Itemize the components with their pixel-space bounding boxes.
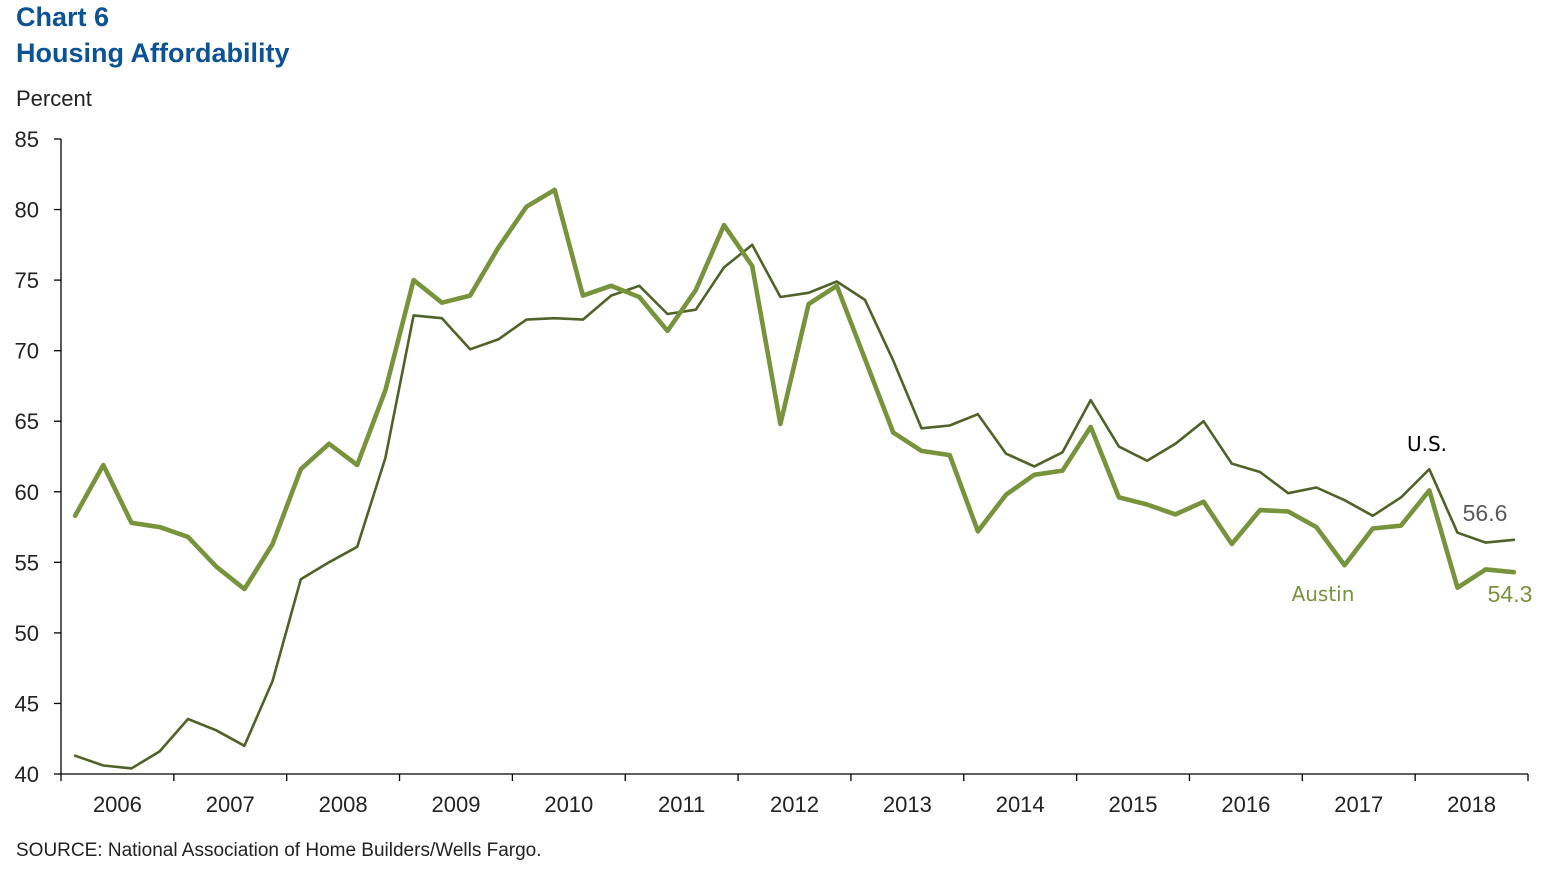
x-tick-label: 2014 (996, 792, 1045, 817)
x-tick-label: 2006 (93, 792, 142, 817)
us-series-line (73, 243, 1516, 770)
x-tick-label: 2009 (431, 792, 480, 817)
x-tick-label: 2010 (544, 792, 593, 817)
chart-title: Housing Affordability (16, 38, 290, 68)
axes: 40 45 50 55 60 65 70 75 80 85 2006 2007 2008 2009 2010… (15, 127, 1529, 817)
y-tick-label: 85 (15, 127, 39, 152)
y-tick-label: 50 (15, 621, 39, 646)
x-tick-label: 2011 (658, 792, 705, 817)
x-tick-label: 2015 (1109, 792, 1158, 817)
x-tick-label: 2013 (883, 792, 932, 817)
x-tick-label: 2007 (206, 792, 255, 817)
x-tick-label: 2016 (1221, 792, 1270, 817)
austin-end-value: 54.3 (1488, 581, 1533, 607)
y-tick-label: 70 (15, 339, 39, 364)
y-tick-label: 75 (15, 268, 39, 293)
x-tick-label: 2012 (770, 792, 819, 817)
x-tick-label: 2017 (1334, 792, 1383, 817)
series-labels: U.S. 56.6 Austin 54.3 (1292, 432, 1533, 607)
y-tick-label: 80 (15, 198, 39, 223)
y-tick-label: 55 (15, 550, 39, 575)
y-tick-label: 65 (15, 409, 39, 434)
x-tick-label: 2008 (319, 792, 368, 817)
y-tick-label: 45 (15, 691, 39, 716)
us-end-value: 56.6 (1463, 500, 1508, 526)
x-tick-label: 2018 (1447, 792, 1496, 817)
y-tick-label: 40 (15, 762, 39, 787)
source-note: SOURCE: National Association of Home Bui… (16, 840, 542, 861)
austin-series-label: Austin (1292, 582, 1355, 606)
chart-number: Chart 6 (16, 2, 110, 32)
y-axis-label: Percent (16, 86, 92, 111)
us-series-label: U.S. (1407, 432, 1447, 456)
y-tick-label: 60 (15, 480, 39, 505)
series-lines (72, 187, 1517, 770)
austin-series-line (72, 187, 1517, 592)
